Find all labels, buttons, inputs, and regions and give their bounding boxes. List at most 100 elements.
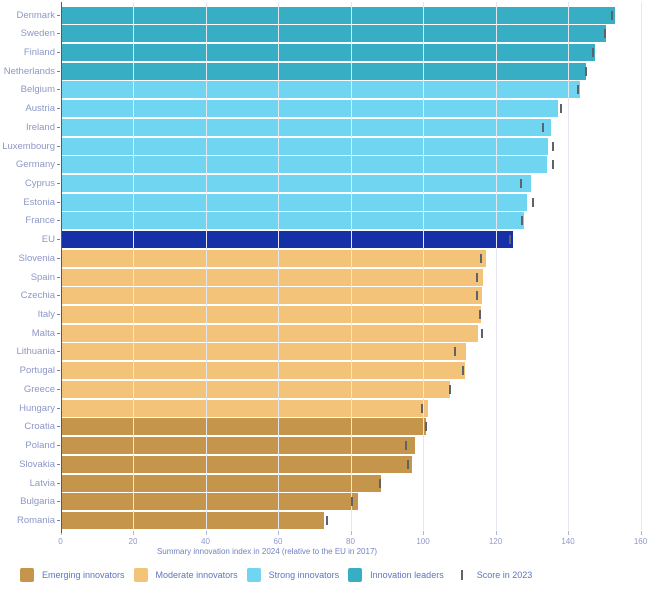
x-tick-20 — [133, 531, 134, 535]
y-tick — [57, 51, 60, 53]
chart-row-greece: Greece — [0, 380, 667, 398]
chart-row-portugal: Portugal — [0, 362, 667, 380]
score-2023-marker — [508, 235, 511, 245]
bar-luxembourg — [61, 137, 548, 155]
category-label: Finland — [23, 46, 55, 58]
score-2023-marker — [406, 459, 409, 469]
score-2023-marker — [461, 366, 464, 376]
y-tick — [57, 370, 60, 372]
bar-spain — [61, 268, 484, 286]
chart-row-eu: EU — [0, 231, 667, 249]
score-2023-marker — [479, 310, 482, 320]
bar-croatia — [61, 418, 426, 436]
y-tick — [57, 463, 60, 465]
chart-row-spain: Spain — [0, 268, 667, 286]
score-2023-marker — [603, 29, 606, 39]
y-tick — [57, 89, 60, 91]
score-2023-marker — [611, 10, 614, 20]
y-tick — [57, 108, 60, 110]
bar-netherlands — [61, 62, 587, 80]
y-tick — [57, 70, 60, 72]
legend-swatch-emerging — [20, 567, 34, 582]
chart-row-poland: Poland — [0, 437, 667, 455]
score-2023-marker — [480, 253, 483, 263]
y-tick — [57, 33, 60, 35]
chart-row-denmark: Denmark — [0, 6, 667, 24]
bar-latvia — [61, 474, 381, 492]
x-tick-80 — [350, 531, 352, 535]
y-tick — [57, 14, 60, 16]
y-tick — [57, 314, 60, 316]
bar-eu — [61, 231, 514, 249]
y-axis-line — [60, 2, 62, 533]
chart-row-germany: Germany — [0, 156, 667, 174]
category-label: Italy — [37, 309, 55, 321]
score-2023-marker — [559, 104, 562, 114]
y-tick — [57, 482, 60, 484]
legend-swatch-leader — [348, 567, 363, 582]
x-tick-label-0: 0 — [58, 537, 63, 546]
chart-row-belgium: Belgium — [0, 81, 667, 99]
gridline-40 — [205, 2, 207, 530]
category-label: EU — [41, 234, 55, 246]
bar-finland — [61, 43, 595, 61]
x-tick-label-100: 100 — [416, 537, 430, 546]
score-2023-marker — [379, 478, 381, 488]
chart-row-czechia: Czechia — [0, 287, 667, 305]
gridline-60 — [278, 2, 279, 530]
category-label: Portugal — [19, 365, 55, 377]
chart-row-sweden: Sweden — [0, 25, 667, 43]
score-2023-marker — [425, 422, 428, 432]
gridline-140 — [568, 2, 569, 530]
bar-czechia — [61, 287, 482, 305]
legend-score-label: Score in 2023 — [476, 569, 533, 580]
category-label: Hungary — [19, 402, 55, 414]
chart-row-slovenia: Slovenia — [0, 249, 667, 267]
score-2023-marker — [521, 216, 524, 226]
category-label: Poland — [25, 440, 55, 452]
y-tick — [57, 239, 60, 241]
category-label: Romania — [16, 514, 55, 526]
bar-france — [61, 212, 524, 230]
category-label: Czechia — [20, 290, 55, 302]
category-label: Luxembourg — [2, 140, 55, 152]
legend-label: Strong innovators — [268, 569, 340, 580]
chart-row-latvia: Latvia — [0, 474, 667, 492]
category-label: Ireland — [25, 121, 55, 133]
legend-swatch-strong — [246, 567, 261, 582]
y-tick — [57, 388, 60, 390]
score-2023-marker — [551, 141, 554, 151]
legend-label: Moderate innovators — [155, 569, 238, 580]
category-label: Belgium — [20, 84, 55, 96]
category-label: Slovenia — [18, 252, 55, 264]
bar-slovakia — [61, 455, 413, 473]
category-label: Estonia — [23, 196, 55, 208]
y-tick — [57, 145, 60, 147]
category-label: Malta — [31, 327, 55, 339]
chart-row-bulgaria: Bulgaria — [0, 493, 667, 511]
category-label: Cyprus — [24, 177, 55, 189]
legend: Emerging innovators Moderate innovators St… — [20, 567, 532, 582]
x-tick-label-60: 60 — [273, 537, 283, 546]
x-tick-140 — [568, 531, 569, 535]
x-tick-label-80: 80 — [346, 537, 355, 546]
chart-row-lithuania: Lithuania — [0, 343, 667, 361]
x-tick-60 — [278, 531, 279, 535]
bar-bulgaria — [61, 493, 359, 511]
x-tick-40 — [205, 531, 207, 535]
category-label: Germany — [15, 159, 55, 171]
y-tick — [57, 351, 60, 353]
score-2023-marker — [585, 66, 588, 76]
bar-greece — [61, 380, 450, 398]
category-label: Croatia — [24, 421, 55, 433]
y-tick — [57, 426, 60, 428]
y-tick — [57, 407, 60, 409]
chart-row-austria: Austria — [0, 100, 667, 118]
bar-malta — [61, 324, 479, 342]
score-2023-marker — [420, 403, 423, 413]
score-2023-marker — [531, 197, 534, 207]
chart-row-cyprus: Cyprus — [0, 174, 667, 192]
y-tick — [57, 201, 60, 203]
